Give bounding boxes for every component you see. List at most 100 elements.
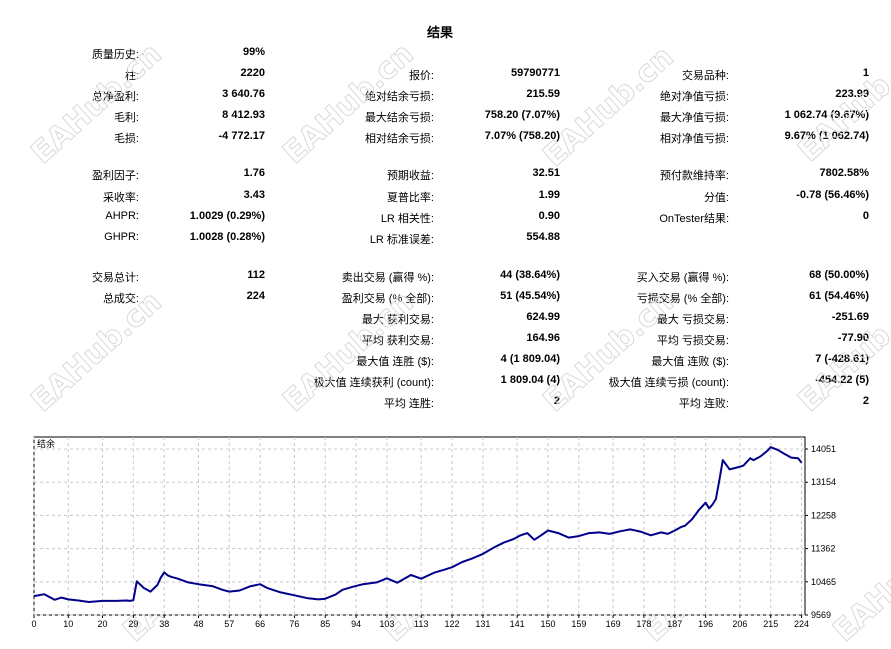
- stat-label: 交易总计:: [91, 272, 139, 284]
- stat-label: 采收率:: [102, 192, 139, 204]
- x-tick-label: 187: [667, 619, 682, 629]
- stat-value: 2220: [240, 67, 265, 79]
- watermark-text: EAHub.cn: [791, 34, 891, 170]
- stat-value: -0.78 (56.46%): [796, 189, 869, 201]
- x-tick-label: 113: [414, 619, 428, 629]
- stat-label: 极大值 连续获利 (count):: [313, 377, 434, 389]
- stat-label: 最大 亏损交易:: [656, 314, 729, 326]
- stat-label: 质量历史:: [91, 49, 139, 61]
- stat-label: 总成交:: [102, 293, 139, 305]
- stat-value: 9.67% (1 062.74): [784, 130, 869, 142]
- y-tick-label: 12258: [811, 510, 836, 520]
- stat-value: -454.22 (5): [815, 374, 869, 386]
- stat-value: 7 (-428.61): [815, 353, 869, 365]
- stat-label: GHPR:: [104, 231, 139, 243]
- stat-value: 1.76: [243, 167, 265, 179]
- stat-label: 相对净值亏损:: [659, 133, 729, 145]
- x-tick-label: 85: [320, 619, 330, 629]
- stat-label: OnTester结果:: [659, 213, 729, 225]
- stat-value: 2: [862, 395, 869, 407]
- stat-value: -77.90: [837, 332, 869, 344]
- watermark-text: EAHub.cn: [536, 39, 681, 175]
- stat-label: 平均 获利交易:: [361, 335, 434, 347]
- balance-chart: 0 10 20 29 38 48 57 66 76 85 94 103 113 122 131 141 150 1…: [31, 436, 836, 629]
- watermark-text: EAHub.cn: [791, 284, 891, 420]
- stat-label: AHPR:: [105, 210, 139, 222]
- report-title: 结果: [426, 25, 453, 40]
- stat-label: 最大 获利交易:: [361, 314, 434, 326]
- stat-label: 总净盈利:: [91, 91, 139, 103]
- x-tick-label: 66: [255, 619, 265, 629]
- stat-label: 柱:: [124, 70, 139, 82]
- x-tick-label: 150: [540, 619, 555, 629]
- stat-value: 624.99: [526, 311, 560, 323]
- stat-value: 223.99: [835, 88, 869, 100]
- y-tick-label: 10465: [811, 577, 836, 587]
- plot-frame: [33, 436, 806, 616]
- stat-label: 买入交易 (赢得 %):: [636, 272, 729, 284]
- stat-value: 554.88: [526, 231, 560, 243]
- x-tick-label: 29: [128, 619, 138, 629]
- balance-line: [33, 446, 803, 603]
- stat-label: LR 标准误差:: [369, 234, 434, 246]
- watermark-text: EAHub.cn: [24, 284, 169, 420]
- stat-label: 分值:: [703, 192, 729, 204]
- stat-value: 99%: [242, 46, 265, 58]
- y-tick-label: 14051: [811, 444, 836, 454]
- x-tick-label: 178: [636, 619, 651, 629]
- stat-value: 0.90: [538, 210, 560, 222]
- stat-value: 3 640.76: [222, 88, 265, 100]
- stat-value: 112: [247, 269, 265, 281]
- x-tick-label: 57: [224, 619, 234, 629]
- stat-value: 1.0028 (0.28%): [189, 231, 265, 243]
- x-tick-label: 10: [63, 619, 73, 629]
- x-tick-label: 0: [31, 619, 36, 629]
- stat-label: 最大值 连败 ($):: [651, 356, 729, 368]
- x-tick-label: 206: [732, 619, 747, 629]
- x-tick-label: 38: [159, 619, 169, 629]
- stat-value: 1.99: [538, 189, 560, 201]
- stat-value: 224: [246, 290, 265, 302]
- x-tick-label: 131: [475, 619, 490, 629]
- stat-label: 极大值 连续亏损 (count):: [608, 377, 729, 389]
- stat-label: 预期收益:: [386, 170, 434, 182]
- stat-label: 绝对结余亏损:: [364, 91, 434, 103]
- x-tick-label: 122: [445, 619, 460, 629]
- stat-value: 758.20 (7.07%): [484, 109, 560, 121]
- stat-value: 7802.58%: [819, 167, 869, 179]
- stat-label: 交易品种:: [681, 70, 729, 82]
- stat-value: 0: [862, 210, 869, 222]
- stat-value: 215.59: [526, 88, 560, 100]
- y-tick-label: 13154: [811, 477, 836, 487]
- x-tick-label: 215: [763, 619, 778, 629]
- stat-value: 1.0029 (0.29%): [189, 210, 265, 222]
- stat-value: 164.96: [526, 332, 560, 344]
- stat-value: 4 (1 809.04): [500, 353, 560, 365]
- stat-value: 59790771: [511, 67, 560, 79]
- stat-value: 8 412.93: [222, 109, 265, 121]
- stat-value: 61 (54.46%): [809, 290, 869, 302]
- x-tick-label: 76: [289, 619, 299, 629]
- x-tick-label: 48: [193, 619, 203, 629]
- stat-label: 最大净值亏损:: [659, 112, 729, 124]
- stat-value: -251.69: [831, 311, 869, 323]
- x-tick-label: 169: [606, 619, 621, 629]
- stat-value: 3.43: [243, 189, 265, 201]
- stat-label: 平均 亏损交易:: [656, 335, 729, 347]
- x-tick-label: 94: [351, 619, 361, 629]
- stat-value: 68 (50.00%): [809, 269, 869, 281]
- stat-label: 平均 连败:: [678, 398, 729, 410]
- stat-label: 最大值 连胜 ($):: [356, 356, 434, 368]
- stat-label: 夏普比率:: [386, 192, 434, 204]
- stat-value: 1: [862, 67, 869, 79]
- stat-value: 7.07% (758.20): [484, 130, 560, 142]
- stat-label: 相对结余亏损:: [364, 133, 434, 145]
- y-tick-label: 11362: [811, 544, 835, 554]
- x-tick-label: 224: [794, 619, 809, 629]
- x-tick-label: 103: [379, 619, 394, 629]
- stat-label: LR 相关性:: [380, 213, 434, 225]
- stat-value: 32.51: [532, 167, 560, 179]
- stat-label: 预付款维持率:: [659, 170, 729, 182]
- stat-value: 1 062.74 (9.67%): [784, 109, 869, 121]
- stat-label: 毛损:: [113, 133, 139, 145]
